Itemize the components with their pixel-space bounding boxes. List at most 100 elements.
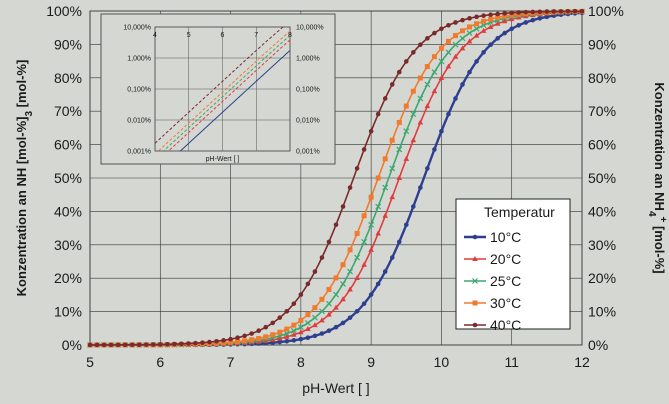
data-point <box>115 342 121 348</box>
series-40c <box>87 8 585 348</box>
inset-series-line <box>157 30 290 151</box>
data-point <box>207 339 212 345</box>
y-tick-label-right: 0% <box>588 337 608 353</box>
data-point <box>368 128 374 134</box>
data-point <box>305 335 311 340</box>
data-point <box>445 49 452 56</box>
data-point <box>347 315 353 320</box>
data-point <box>502 30 507 36</box>
data-point <box>473 32 480 38</box>
data-point <box>389 165 396 172</box>
data-point <box>445 38 451 44</box>
data-point <box>551 9 557 14</box>
data-point <box>467 24 473 30</box>
data-point <box>256 328 261 334</box>
data-point <box>411 204 416 209</box>
data-point <box>537 9 543 15</box>
y-tick-label-left: 100% <box>46 3 82 19</box>
data-point <box>284 326 290 332</box>
data-point <box>354 166 360 171</box>
data-point <box>459 45 466 51</box>
legend-item: 30°C <box>464 295 521 311</box>
legend-title: Temperatur <box>484 204 555 220</box>
data-point <box>368 221 375 228</box>
data-point <box>424 64 430 70</box>
y-tick-label-left: 60% <box>54 137 82 153</box>
data-point <box>326 328 332 334</box>
data-point <box>396 239 402 245</box>
data-point <box>389 255 395 260</box>
y-tick-label-right: 50% <box>588 170 616 186</box>
inset-x-tick-label: 8 <box>288 32 292 39</box>
data-point <box>502 13 508 19</box>
data-point <box>509 10 515 16</box>
data-point <box>516 22 522 28</box>
data-point <box>403 59 409 64</box>
data-point <box>375 281 381 287</box>
data-point <box>438 75 445 81</box>
data-point <box>467 69 472 75</box>
legend-label: 20°C <box>490 251 521 267</box>
data-point <box>270 320 276 326</box>
data-point <box>311 314 318 321</box>
data-point <box>235 339 241 345</box>
data-point <box>410 137 417 143</box>
y-tick-label-left: 0% <box>62 337 82 353</box>
inset-y-tick-label-right: 0,001% <box>296 149 320 156</box>
data-point <box>516 10 522 15</box>
inset-chart: 0,001% 0,010% 0,100% 1,000% 10,000% 10,000% 1,… <box>100 13 336 165</box>
data-point <box>460 82 465 87</box>
x-tick-label: 11 <box>504 354 519 370</box>
inset-y-tick-label-right: 1,000% <box>296 56 320 63</box>
data-point <box>418 42 423 47</box>
data-point <box>382 96 388 101</box>
data-point <box>431 69 438 76</box>
inset-y-tick-label-left: 0,100% <box>127 87 151 94</box>
data-point <box>361 301 367 306</box>
data-point <box>333 275 339 281</box>
inset-x-tick-label: 6 <box>221 32 225 39</box>
data-point <box>530 9 536 15</box>
data-point <box>347 268 353 275</box>
data-point <box>298 317 304 323</box>
data-point <box>481 13 486 18</box>
data-point <box>495 15 501 21</box>
data-point <box>495 36 500 41</box>
data-point <box>537 16 543 21</box>
data-point <box>326 239 332 245</box>
data-point <box>501 18 508 24</box>
y-tick-label-left: 90% <box>54 36 82 52</box>
legend-item: 40°C <box>464 317 521 333</box>
x-axis-title: pH-Wert [ ] <box>302 380 369 396</box>
data-point <box>101 342 107 348</box>
data-point <box>291 301 297 306</box>
data-point <box>235 335 240 340</box>
data-point <box>326 311 332 317</box>
inset-series-line <box>155 27 284 144</box>
data-point <box>410 88 416 94</box>
y-tick-label-right: 30% <box>588 237 616 253</box>
y-tick-label-left: 20% <box>54 270 82 286</box>
data-point <box>515 14 522 20</box>
data-point <box>418 185 423 190</box>
data-point <box>438 58 445 65</box>
legend-label: 10°C <box>490 229 521 245</box>
data-point <box>431 88 438 94</box>
data-point <box>333 304 339 310</box>
legend-label: 40°C <box>490 317 521 333</box>
data-point <box>312 305 318 311</box>
data-point <box>291 322 297 328</box>
data-point <box>312 322 318 328</box>
data-point <box>389 137 395 143</box>
y-tick-label-left: 40% <box>54 203 82 219</box>
data-point <box>319 317 325 323</box>
data-point <box>579 8 585 14</box>
data-point <box>242 338 248 344</box>
data-point <box>136 342 142 348</box>
data-point <box>269 336 276 342</box>
data-point <box>432 147 437 152</box>
data-point <box>326 286 332 292</box>
legend-item: 20°C <box>464 251 521 267</box>
data-point <box>298 329 304 335</box>
data-point <box>333 324 339 330</box>
